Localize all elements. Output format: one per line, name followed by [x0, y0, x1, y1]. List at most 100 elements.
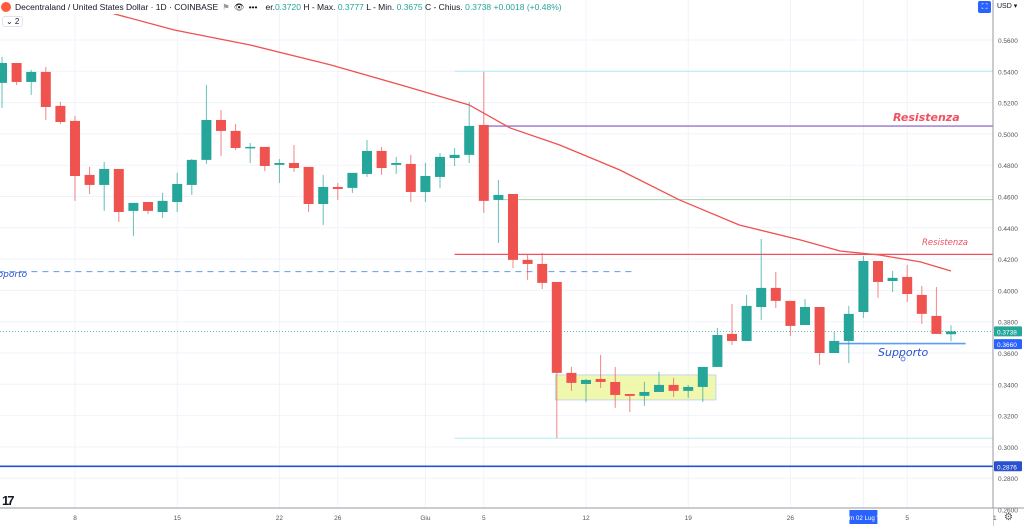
candle-up [697, 366, 708, 387]
open-value: 0.3720 [274, 2, 301, 12]
candle-up [712, 335, 723, 367]
candle-up [157, 200, 168, 212]
currency-select[interactable]: USD ▾ [997, 3, 1018, 10]
resistenza-label-small[interactable]: Resistenza [922, 238, 968, 248]
candle-down [785, 300, 796, 326]
candle-up [581, 379, 591, 384]
candle-up [99, 168, 110, 185]
price-tick-label: 0.2800 [998, 476, 1018, 483]
candle-up [420, 175, 431, 192]
supporto-label-right[interactable]: Supporto [878, 346, 928, 359]
time-tick-label: 19 [685, 515, 693, 522]
line-price-badge: 0.2876 [997, 464, 1017, 471]
candle-down [668, 384, 679, 391]
candle-up [683, 386, 694, 391]
time-axis[interactable]: 8 15 22 26 Giu 5 12 19 26 5 1 dom 02 Lug '23 [0, 507, 1024, 526]
price-tick-label: 0.3000 [998, 445, 1018, 452]
horizontal-levels[interactable] [0, 70, 993, 468]
resistenza-label-big[interactable]: Resistenza [893, 111, 960, 124]
candle-down [508, 193, 518, 260]
candle-down [537, 263, 548, 283]
candle-up [464, 125, 475, 155]
legend-header: Decentraland / United States Dollar · 1D… [0, 0, 562, 14]
candle-up [391, 163, 402, 165]
candle-up [639, 391, 650, 396]
flag-icon[interactable]: ⚑ [222, 1, 230, 12]
candle-up [274, 163, 285, 165]
low-value: 0.3675 [396, 2, 423, 12]
price-tick-label: 0.3400 [998, 382, 1018, 389]
candle-down [40, 71, 51, 107]
candle-up [172, 183, 183, 202]
price-tick-label: 0.4800 [998, 163, 1018, 170]
candle-down [11, 63, 22, 82]
candle-up [186, 159, 197, 185]
candle-up [843, 313, 854, 341]
supporto-label-left[interactable]: Supporto [0, 270, 28, 280]
candle-down [551, 281, 562, 373]
candle-down [727, 333, 737, 341]
candle-up [887, 277, 898, 282]
candle-up [493, 194, 504, 200]
candles [0, 56, 956, 438]
mana-logo-icon [1, 2, 11, 12]
price-tick-label: 0.5400 [998, 69, 1018, 76]
settings-icon[interactable]: ⚙ [1004, 512, 1013, 523]
candle-up [318, 186, 329, 205]
candle-down [230, 130, 241, 148]
candle-up [449, 154, 460, 159]
candle-up [435, 156, 445, 177]
candle-down [289, 163, 299, 169]
candle-down [522, 259, 533, 264]
price-tick-label: 0.4000 [998, 288, 1018, 295]
indicators-toggle[interactable]: ⌄ 2 [2, 16, 24, 27]
price-tick-label: 0.4200 [998, 257, 1018, 264]
price-tick-label: 0.5200 [998, 101, 1018, 108]
line-price-badge-bg [994, 461, 1022, 472]
open-label: er. [265, 2, 275, 12]
candle-down [814, 306, 825, 353]
candle-down [916, 294, 927, 314]
price-tick-label: 0.4600 [998, 195, 1018, 202]
time-tick-label: 5 [905, 515, 909, 522]
candle-down [478, 124, 489, 201]
fullscreen-button[interactable]: ⛶ [978, 1, 991, 13]
last-price-badge-bg [994, 326, 1022, 337]
close-value: 0.3738 [465, 2, 492, 12]
last-price-badge: 0.3738 [997, 329, 1017, 336]
candle-down [873, 260, 883, 282]
candle-down [84, 174, 95, 185]
support-price-badge-bg [994, 339, 1022, 350]
price-axis[interactable]: 0.5600 0.5400 0.5200 0.5000 0.4800 0.4600 0.44… [992, 0, 1024, 526]
price-tick-label: 0.3200 [998, 414, 1018, 421]
anchor-handle[interactable] [900, 356, 906, 362]
candle-down [332, 186, 343, 189]
crosshair-date-label: dom 02 Lug '23 [842, 515, 885, 522]
price-tick-label: 0.4400 [998, 226, 1018, 233]
time-tick-label: 26 [787, 515, 795, 522]
candle-down [566, 372, 577, 383]
candle-up [128, 202, 139, 211]
candle-up [741, 305, 752, 341]
time-axis-bg [0, 508, 993, 526]
candle-down [902, 276, 913, 294]
candle-up [347, 172, 358, 188]
price-tick-label: 0.3800 [998, 320, 1018, 327]
eye-icon[interactable]: 👁 [233, 1, 245, 12]
time-tick-label: 8 [73, 515, 77, 522]
candle-down [216, 119, 226, 131]
price-tick-label: 0.5600 [998, 38, 1018, 45]
time-tick-label: 15 [174, 515, 182, 522]
tradingview-logo[interactable]: 17 [2, 493, 15, 508]
candle-down [70, 120, 80, 176]
candle-down [610, 381, 621, 395]
symbol-title[interactable]: Decentraland / United States Dollar · 1D… [15, 2, 219, 12]
candle-down [303, 166, 314, 205]
time-tick-label: 26 [334, 515, 342, 522]
low-label: L - Min. [366, 2, 395, 12]
more-icon[interactable]: ••• [248, 2, 258, 12]
candle-up [245, 146, 256, 149]
candle-down [770, 287, 781, 301]
candle-up [0, 63, 7, 83]
